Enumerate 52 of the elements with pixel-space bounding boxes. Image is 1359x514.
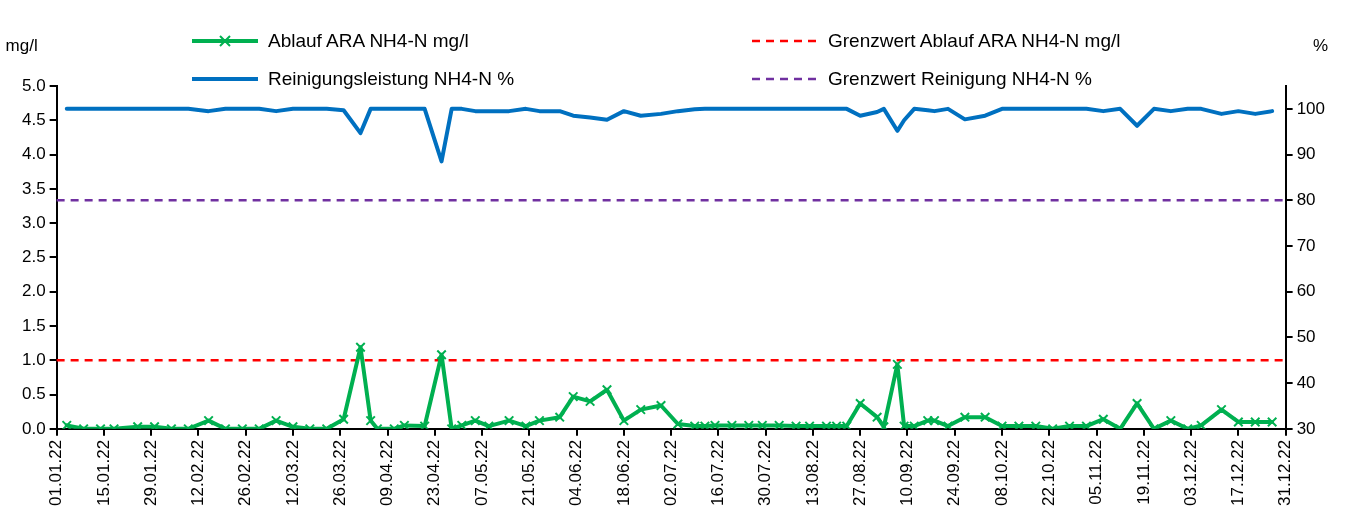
x-tick-label: 26.03.22 (329, 439, 349, 507)
x-tick-label: 23.04.22 (424, 439, 444, 507)
x-tick-label: 21.05.22 (519, 439, 539, 507)
x-tick-label: 12.03.22 (282, 439, 302, 507)
x-tick-label: 07.05.22 (471, 439, 491, 507)
legend-label: Reinigungsleistung NH4-N % (268, 68, 515, 90)
x-tick-label: 08.10.22 (991, 439, 1011, 507)
x-tick-label: 30.07.22 (755, 439, 775, 507)
y-tick-label: 4.0 (21, 144, 46, 164)
y2-tick-label: 100 (1296, 98, 1326, 118)
y-tick-label: 3.5 (21, 178, 46, 198)
x-tick-label: 01.01.22 (46, 439, 66, 507)
legend-label: Grenzwert Reinigung NH4-N % (828, 68, 1092, 90)
x-tick-label: 16.07.22 (708, 439, 728, 507)
x-tick-label: 29.01.22 (140, 439, 160, 507)
y-tick-label: 0.0 (21, 418, 46, 438)
y-axis-title: mg/l (5, 35, 38, 55)
y2-tick-label: 80 (1296, 189, 1316, 209)
x-tick-label: 13.08.22 (802, 439, 822, 507)
x-tick-label: 27.08.22 (849, 439, 869, 507)
x-tick-label: 26.02.22 (235, 439, 255, 507)
y-tick-label: 1.0 (21, 349, 46, 369)
y-tick-label: 3.0 (21, 212, 46, 232)
y-tick-label: 2.0 (21, 281, 46, 301)
x-tick-label: 19.11.22 (1133, 439, 1153, 505)
x-tick-label: 18.06.22 (613, 439, 633, 507)
legend-label: Grenzwert Ablauf ARA NH4-N mg/l (828, 30, 1121, 52)
y-tick-label: 4.5 (21, 109, 46, 129)
y-tick-label: 0.5 (21, 384, 46, 404)
x-tick-label: 22.10.22 (1038, 439, 1058, 507)
x-tick-label: 09.04.22 (377, 439, 397, 507)
x-tick-label: 03.12.22 (1180, 439, 1200, 507)
y2-tick-label: 90 (1296, 144, 1316, 164)
y-tick-label: 1.5 (21, 315, 46, 335)
x-tick-label: 04.06.22 (566, 439, 586, 507)
x-tick-label: 15.01.22 (93, 439, 113, 507)
x-tick-label: 31.12.22 (1275, 439, 1295, 507)
y2-tick-label: 70 (1296, 235, 1316, 255)
y2-tick-label: 40 (1296, 372, 1316, 392)
y2-tick-label: 60 (1296, 281, 1316, 301)
y2-tick-label: 30 (1296, 418, 1316, 438)
y2-axis-title: % (1313, 35, 1329, 55)
y-tick-label: 2.5 (21, 247, 46, 267)
x-tick-label: 12.02.22 (188, 439, 208, 507)
x-tick-label: 02.07.22 (660, 439, 680, 507)
x-tick-label: 17.12.22 (1228, 439, 1248, 507)
y2-tick-label: 50 (1296, 327, 1316, 347)
y-tick-label: 5.0 (21, 75, 46, 95)
legend-label: Ablauf ARA NH4-N mg/l (268, 30, 469, 52)
x-tick-label: 24.09.22 (944, 439, 964, 507)
x-tick-label: 10.09.22 (897, 439, 917, 507)
x-tick-label: 05.11.22 (1086, 439, 1106, 505)
